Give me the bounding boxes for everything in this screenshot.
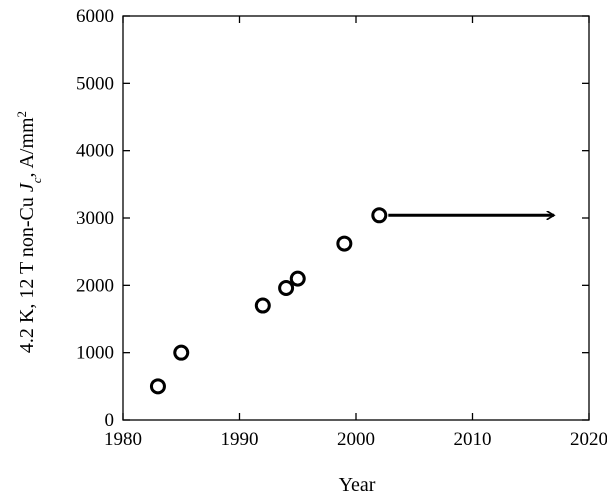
y-axis-title-superscript: 2 bbox=[14, 111, 29, 118]
y-axis-title-prefix: 4.2 K, 12 T non-Cu bbox=[16, 192, 38, 353]
axis-ticks bbox=[122, 15, 590, 421]
data-point bbox=[254, 297, 271, 314]
y-axis-title-units: , A/mm bbox=[16, 117, 38, 177]
data-point bbox=[336, 235, 353, 252]
y-axis-title-subscript: c bbox=[29, 177, 44, 183]
y-tick-label: 5000 bbox=[76, 73, 114, 94]
data-point bbox=[371, 207, 388, 224]
data-point bbox=[173, 344, 190, 361]
y-tick-label: 6000 bbox=[76, 6, 114, 27]
y-tick-label: 3000 bbox=[76, 208, 114, 229]
plot-area bbox=[122, 15, 590, 421]
data-points bbox=[149, 207, 388, 395]
data-point bbox=[278, 280, 295, 297]
x-tick-label: 1980 bbox=[104, 429, 142, 450]
y-tick-label: 0 bbox=[105, 410, 115, 431]
y-tick-label: 2000 bbox=[76, 275, 114, 296]
data-point bbox=[149, 378, 166, 395]
y-tick-label: 1000 bbox=[76, 343, 114, 364]
x-axis-title: Year bbox=[339, 474, 376, 496]
axis-tick-labels: 1980 1990 2000 2010 2020 0 1000 2000 3000 4000 500… bbox=[76, 6, 607, 450]
x-tick-label: 2020 bbox=[570, 429, 607, 450]
data-point bbox=[289, 270, 306, 287]
y-axis-title: 4.2 K, 12 T non-Cu Jc, A/mm2 bbox=[14, 111, 44, 353]
x-tick-label: 2010 bbox=[454, 429, 492, 450]
x-tick-label: 1990 bbox=[221, 429, 259, 450]
y-axis-title-symbol: J bbox=[16, 182, 38, 192]
plot-frame bbox=[122, 15, 590, 421]
x-tick-label: 2000 bbox=[337, 429, 375, 450]
y-tick-label: 4000 bbox=[76, 141, 114, 162]
